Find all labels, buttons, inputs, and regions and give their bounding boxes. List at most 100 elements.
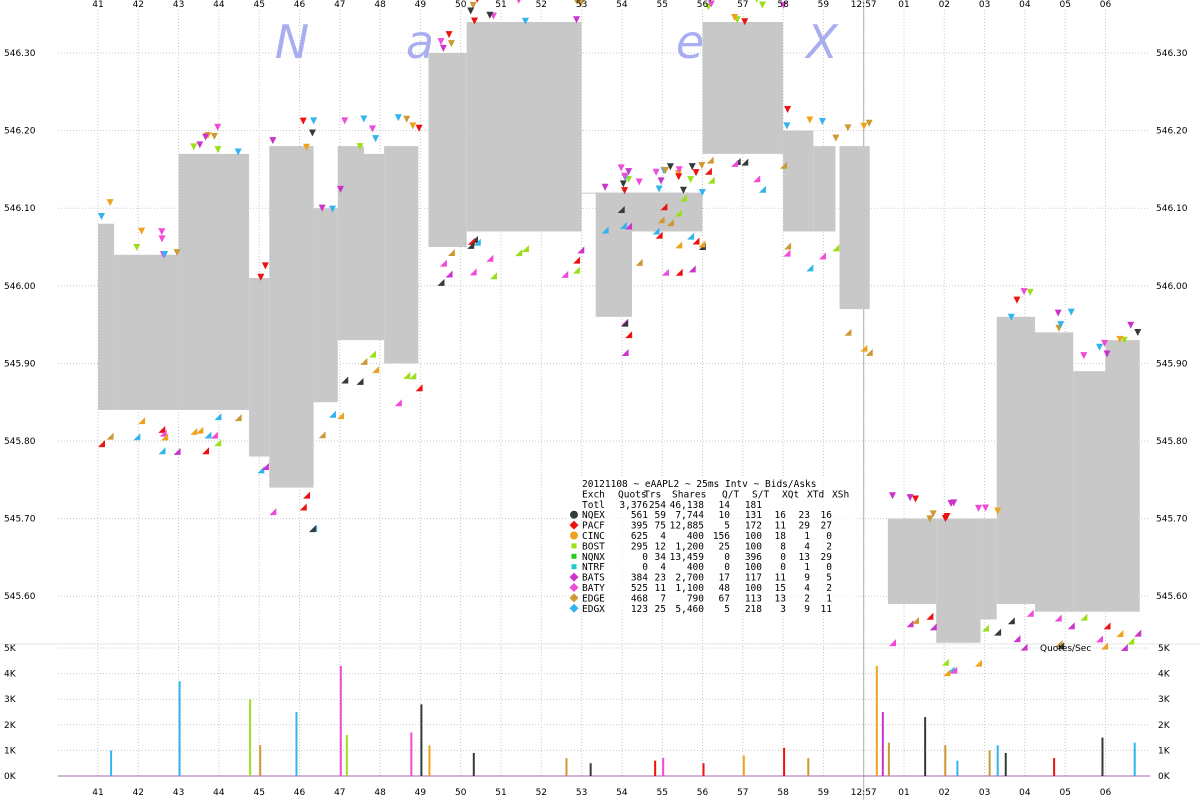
legend-marker [570,510,578,519]
legend-value: 16 [775,510,787,521]
bid-marker [692,237,700,245]
spread-band [839,146,870,310]
ask-marker [657,177,665,185]
ask-marker [486,11,494,19]
ask-marker [403,115,411,123]
bid-marker [707,176,715,184]
bid-marker [467,241,475,249]
bid-marker [832,244,840,252]
spread-band [114,254,179,410]
bid-marker [1054,614,1062,622]
legend-value: 2 [804,593,810,604]
x-tick-label-bottom: 55 [656,788,667,798]
x-tick-label-bottom: 58 [777,788,789,798]
rate-tick-label-left: 1K [4,746,17,756]
ask-marker [679,186,687,194]
ask-marker [341,117,349,125]
x-tick-label-bottom: 59 [818,788,830,798]
y-tick-label-right: 546.10 [1156,204,1188,214]
ask-marker [1101,339,1109,347]
bid-marker [661,268,669,276]
y-tick-label-left: 545.80 [4,437,36,447]
bid-marker [975,659,983,667]
ask-marker [308,129,316,137]
bid-marker [943,669,951,677]
rate-spike [956,760,959,776]
rate-spike [1004,752,1007,776]
legend-value: 13,459 [670,552,705,563]
spread-band [702,21,784,154]
y-tick-label-right: 546.20 [1156,127,1188,137]
ask-marker [675,173,683,181]
bid-marker [372,365,380,373]
bid-marker [318,431,326,439]
legend-value: 0 [642,552,648,563]
legend-value: 12 [655,541,666,552]
bid-marker [1020,643,1028,651]
ask-marker [1020,288,1028,296]
bid-marker [860,344,868,352]
bid-marker [173,447,181,455]
legend-value: 1 [804,562,810,573]
bid-marker [1134,629,1142,637]
bid-marker [679,194,687,202]
bid-marker [780,161,788,169]
ask-marker [138,227,146,235]
rate-spike [783,747,786,776]
bid-marker [657,216,665,224]
legend-exchange: BOST [582,541,605,552]
legend-value: 625 [631,531,648,542]
ask-marker [516,0,521,4]
x-tick-label-top: 48 [374,0,386,10]
bid-marker [635,258,643,266]
bid-marker [1103,622,1111,630]
bid-marker [299,503,307,511]
y-tick-label-left: 546.00 [4,282,36,292]
legend-value: 11 [821,604,833,615]
bid-marker [674,209,682,217]
watermark-letter: e [676,15,704,69]
bid-marker [409,372,417,380]
x-tick-label-bottom: 52 [536,788,547,798]
watermark-letter: X [804,15,839,69]
ask-marker [906,494,914,502]
x-tick-label-top: 53 [576,0,587,10]
legend-value: 29 [799,521,811,532]
legend-marker [571,564,577,570]
bid-marker [621,348,629,356]
y-tick-label-left: 546.20 [4,127,36,137]
rate-spike [428,745,431,776]
x-tick-label-bottom: 56 [697,788,709,798]
x-tick-label-top: 42 [133,0,144,10]
legend-value: 11 [775,521,787,532]
ask-marker [158,228,166,236]
rate-tick-label-right: 2K [1158,721,1171,731]
legend-header-cell: S/T [752,489,769,500]
ask-marker [844,124,852,132]
ask-marker [784,105,792,113]
ask-marker [202,133,210,141]
legend-value: 123 [631,604,648,615]
ask-marker [619,180,627,188]
ask-marker [1096,343,1104,351]
rate-spike [924,717,927,776]
ask-marker [299,117,307,125]
legend-header-cell: Shares [672,489,706,500]
bid-marker [161,433,169,441]
rate-spike [565,758,568,776]
legend-value: 12,885 [670,521,704,532]
ask-marker [994,507,1002,515]
ask-marker [133,243,141,251]
legend-value: 46,138 [670,500,705,511]
rate-tick-label-right: 3K [1158,695,1171,705]
ask-marker [1013,296,1021,304]
bid-marker [675,241,683,249]
spread-band [783,130,814,232]
ask-marker [573,16,581,24]
spread-band [980,518,997,620]
rate-spike [420,704,423,776]
ask-marker [601,183,609,191]
bid-marker [486,254,494,262]
x-tick-label-bottom: 47 [334,788,345,798]
legend-background [568,476,858,609]
